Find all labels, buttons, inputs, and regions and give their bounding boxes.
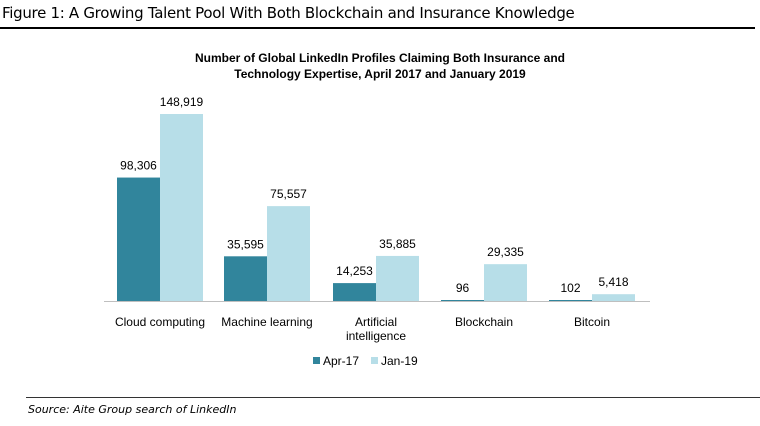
legend-label: Jan-19 bbox=[381, 354, 418, 368]
bar-jan-19 bbox=[592, 294, 635, 301]
data-label: 148,919 bbox=[160, 95, 204, 109]
legend-label: Apr-17 bbox=[323, 354, 359, 368]
data-label: 5,418 bbox=[598, 275, 628, 289]
title-rule bbox=[0, 27, 755, 29]
bar-apr-17 bbox=[117, 177, 160, 301]
category-label: Artificial bbox=[355, 315, 397, 329]
category-label: Bitcoin bbox=[574, 315, 610, 329]
legend-swatch-jan-19 bbox=[371, 357, 378, 364]
data-label: 14,253 bbox=[336, 264, 373, 278]
bar-jan-19 bbox=[484, 264, 527, 301]
data-label: 35,595 bbox=[227, 237, 264, 251]
category-label: Cloud computing bbox=[115, 315, 205, 329]
bar-apr-17 bbox=[441, 300, 484, 301]
bar-apr-17 bbox=[549, 300, 592, 301]
data-label: 35,885 bbox=[379, 237, 416, 251]
bar-apr-17 bbox=[333, 283, 376, 301]
chart-title-line: Number of Global LinkedIn Profiles Claim… bbox=[195, 51, 565, 65]
chart-title-line: Technology Expertise, April 2017 and Jan… bbox=[234, 67, 526, 81]
category-label: Machine learning bbox=[221, 315, 312, 329]
legend-swatch-apr-17 bbox=[313, 357, 320, 364]
data-label: 98,306 bbox=[120, 159, 157, 173]
category-label: intelligence bbox=[346, 329, 406, 343]
bar-jan-19 bbox=[160, 114, 203, 301]
data-label: 29,335 bbox=[487, 245, 524, 259]
bar-jan-19 bbox=[376, 255, 419, 301]
data-label: 102 bbox=[560, 281, 580, 295]
category-label: Blockchain bbox=[455, 315, 513, 329]
data-label: 96 bbox=[456, 281, 470, 295]
source-rule bbox=[26, 397, 760, 398]
data-label: 75,557 bbox=[270, 187, 307, 201]
source-note: Source: Aite Group search of LinkedIn bbox=[28, 403, 237, 416]
figure-title: Figure 1: A Growing Talent Pool With Bot… bbox=[2, 4, 575, 22]
bar-jan-19 bbox=[267, 206, 310, 301]
bar-apr-17 bbox=[224, 256, 267, 301]
